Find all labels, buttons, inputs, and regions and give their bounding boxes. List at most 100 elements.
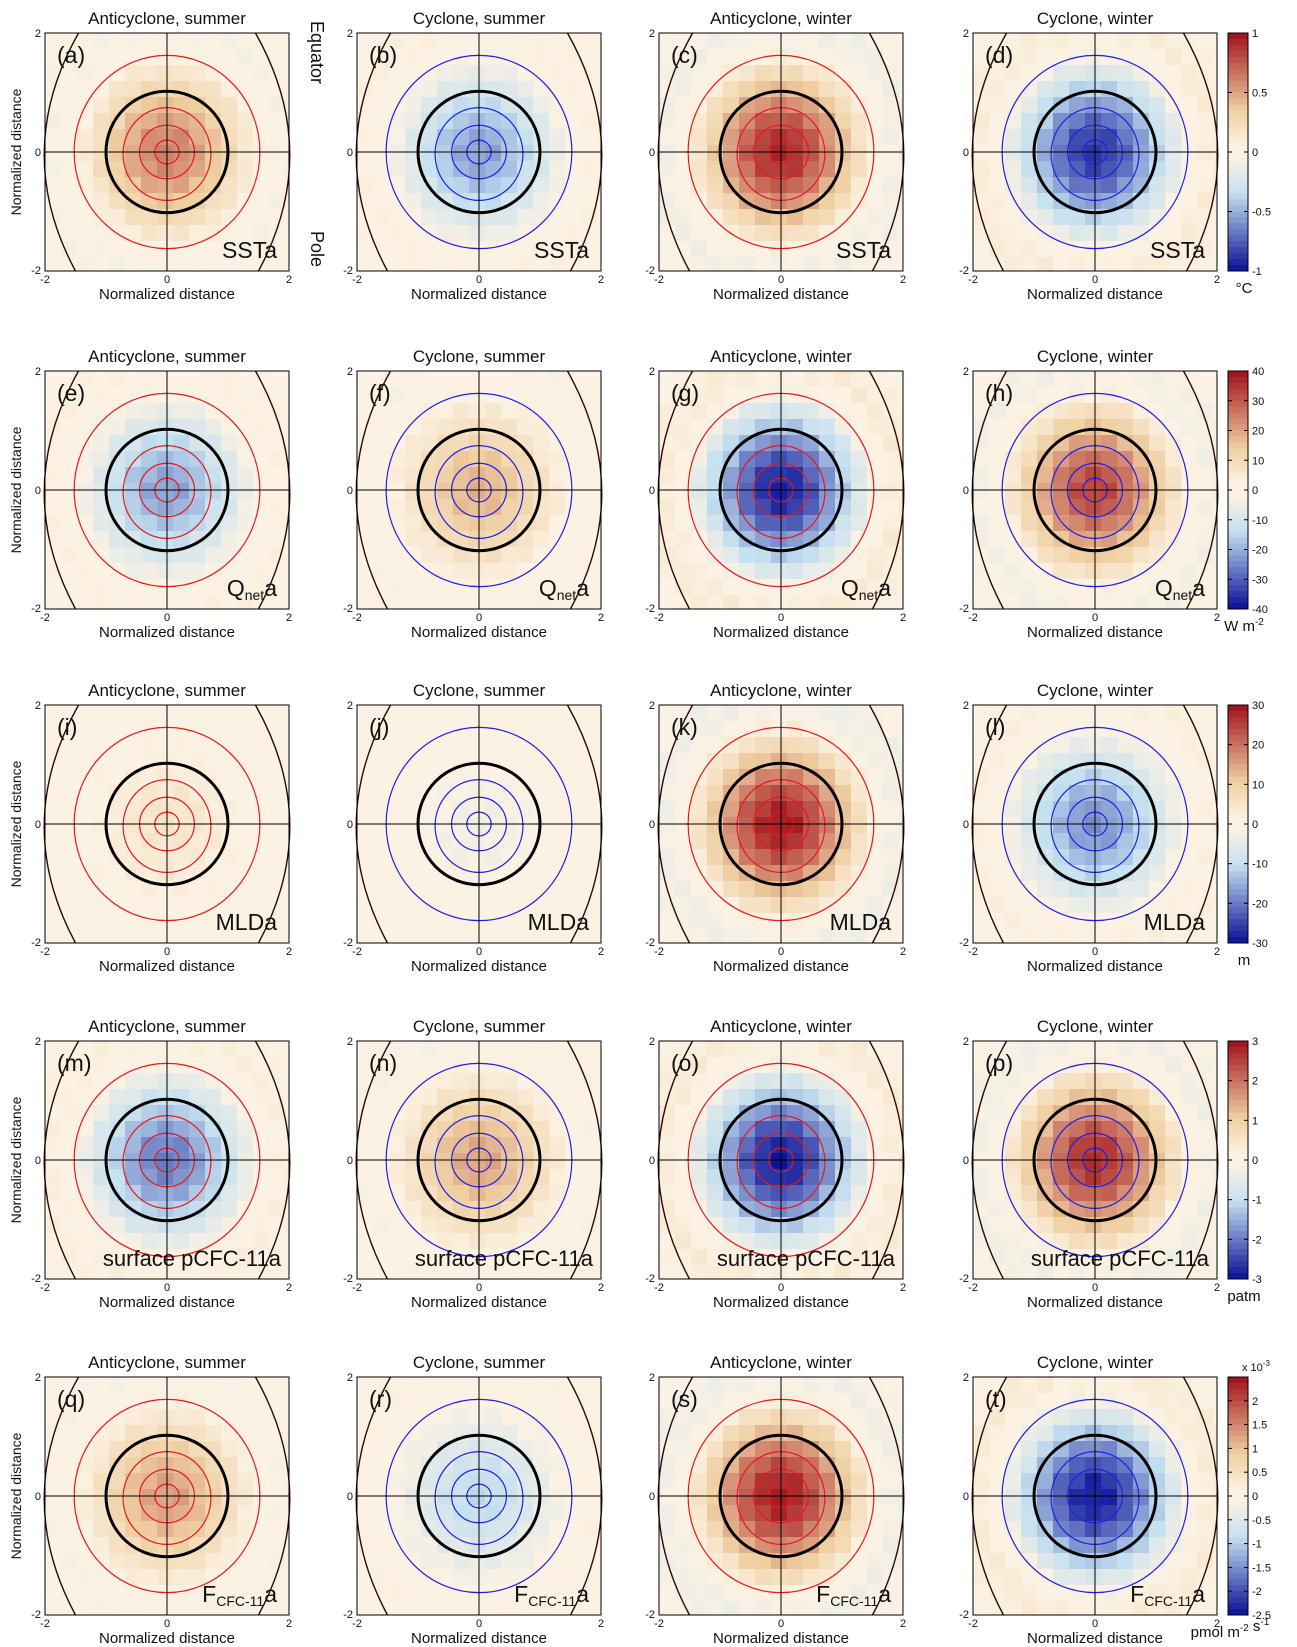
heatmap-cell	[675, 65, 691, 81]
heatmap-cell	[787, 97, 803, 113]
heatmap-cell	[883, 129, 899, 145]
heatmap-cell	[269, 113, 285, 129]
colorbar-segment	[1228, 163, 1248, 171]
heatmap-cell	[867, 1185, 883, 1201]
heatmap-cell	[357, 1057, 373, 1073]
heatmap-cell	[1197, 371, 1213, 387]
heatmap-cell	[659, 145, 675, 161]
heatmap-cell	[565, 49, 581, 65]
heatmap-cell	[1085, 897, 1101, 913]
heatmap-cell	[867, 897, 883, 913]
heatmap-cell	[819, 1169, 835, 1185]
heatmap-cell	[565, 579, 581, 595]
colorbar-segment	[1228, 1201, 1248, 1209]
heatmap-cell	[1101, 65, 1117, 81]
heatmap-cell	[453, 161, 469, 177]
heatmap-cell	[835, 419, 851, 435]
heatmap-cell	[1069, 65, 1085, 81]
y-tick-label: 2	[963, 366, 969, 378]
colorbar-segment	[1228, 835, 1248, 843]
heatmap-cell	[453, 225, 469, 241]
heatmap-cell	[723, 387, 739, 403]
heatmap-cell	[373, 1553, 389, 1569]
heatmap-cell	[1149, 881, 1165, 897]
heatmap-cell	[373, 531, 389, 547]
heatmap-cell	[205, 1377, 221, 1393]
heatmap-cell	[739, 1185, 755, 1201]
heatmap-cell	[883, 897, 899, 913]
colorbar-unit: m	[1238, 952, 1251, 969]
heatmap-cell	[421, 1553, 437, 1569]
colorbar-segment	[1228, 877, 1248, 884]
heatmap-cell	[373, 547, 389, 563]
heatmap-cell	[389, 97, 405, 113]
heatmap-cell	[565, 1441, 581, 1457]
heatmap-cell	[125, 419, 141, 435]
heatmap-cell	[851, 515, 867, 531]
heatmap-cell	[125, 1073, 141, 1089]
heatmap-cell	[469, 257, 485, 271]
heatmap-cell	[899, 1137, 903, 1153]
heatmap-cell	[405, 753, 421, 769]
heatmap-cell	[269, 209, 285, 225]
heatmap-cell	[1037, 1137, 1053, 1153]
heatmap-cell	[437, 113, 453, 129]
heatmap-cell	[189, 929, 205, 943]
heatmap-cell	[253, 865, 269, 881]
y-tick-label: 0	[649, 485, 655, 497]
heatmap-cell	[453, 1457, 469, 1473]
heatmap-cell	[285, 881, 289, 897]
heatmap-cell	[1037, 547, 1053, 563]
heatmap-cell	[141, 897, 157, 913]
heatmap-cell	[357, 451, 373, 467]
heatmap-cell	[1037, 721, 1053, 737]
heatmap-cell	[989, 371, 1005, 387]
heatmap-cell	[1069, 1073, 1085, 1089]
heatmap-cell	[739, 371, 755, 387]
heatmap-cell	[405, 1041, 421, 1057]
heatmap-cell	[659, 177, 675, 193]
heatmap-cell	[141, 595, 157, 609]
heatmap-cell	[389, 1377, 405, 1393]
heatmap-cell	[469, 1265, 485, 1279]
colorbar-tick-label: 40	[1252, 366, 1264, 378]
colorbar-tick-label: -3	[1252, 1274, 1262, 1286]
heatmap-cell	[1021, 595, 1037, 609]
heatmap-cell	[205, 1601, 221, 1615]
heatmap-cell	[285, 257, 289, 271]
heatmap-cell	[269, 193, 285, 209]
heatmap-cell	[755, 1185, 771, 1201]
heatmap-cell	[253, 387, 269, 403]
heatmap-cell	[453, 1201, 469, 1217]
heatmap-cell	[453, 1105, 469, 1121]
heatmap-cell	[357, 721, 373, 737]
heatmap-cell	[851, 1265, 867, 1279]
heatmap-cell	[989, 849, 1005, 865]
colorbar-segment	[1228, 1243, 1248, 1250]
heatmap-cell	[517, 419, 533, 435]
heatmap-cell	[1181, 113, 1197, 129]
heatmap-cell	[61, 1585, 77, 1601]
heatmap-cell	[723, 161, 739, 177]
heatmap-cell	[469, 1441, 485, 1457]
heatmap-cell	[723, 1089, 739, 1105]
heatmap-cell	[581, 1425, 597, 1441]
heatmap-cell	[1133, 209, 1149, 225]
heatmap-cell	[707, 451, 723, 467]
heatmap-cell	[221, 225, 237, 241]
heatmap-cell	[835, 913, 851, 929]
heatmap-cell	[1165, 769, 1181, 785]
heatmap-cell	[77, 547, 93, 563]
colorbar-segment	[1228, 841, 1248, 849]
heatmap-cell	[659, 817, 675, 833]
colorbar-unit: °C	[1236, 280, 1253, 297]
outer-contour-left	[355, 704, 392, 944]
heatmap-cell	[237, 1185, 253, 1201]
heatmap-cell	[61, 371, 77, 387]
heatmap-cell	[1005, 769, 1021, 785]
heatmap-cell	[1213, 467, 1217, 483]
heatmap-cell	[675, 737, 691, 753]
heatmap-cell	[269, 129, 285, 145]
heatmap-cell	[109, 65, 125, 81]
